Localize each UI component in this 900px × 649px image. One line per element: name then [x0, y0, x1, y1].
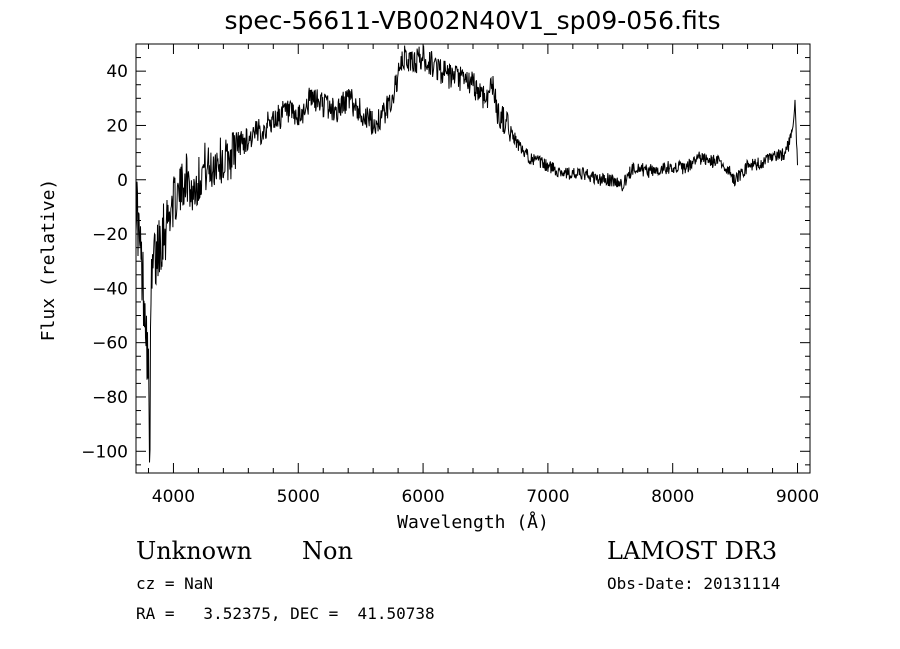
y-tick-label: 0 [117, 171, 128, 191]
survey-name: LAMOST DR3 [607, 537, 778, 565]
y-tick-label: −80 [92, 388, 128, 408]
x-tick-label: 4000 [152, 487, 195, 507]
x-tick-label: 6000 [401, 487, 444, 507]
y-axis-label: Flux (relative) [38, 179, 59, 342]
redshift-value: cz = NaN [136, 574, 214, 593]
flux-series-line [135, 45, 798, 463]
y-tick-label: −100 [81, 442, 128, 462]
x-axis-ticks [147, 44, 799, 473]
y-axis-tick-labels: −100 −80 −60 −40 −20 0 20 40 [81, 62, 128, 462]
object-subclass: Non [302, 537, 353, 565]
y-tick-label: −20 [92, 225, 128, 245]
sky-coordinates: RA = 3.52375, DEC = 41.50738 [136, 604, 435, 623]
y-tick-label: 20 [106, 116, 128, 136]
x-axis-tick-labels: 4000 5000 6000 7000 8000 9000 [152, 487, 819, 507]
chart-title: spec-56611-VB002N40V1_sp09-056.fits [224, 6, 721, 35]
observation-date: Obs-Date: 20131114 [607, 574, 781, 593]
y-tick-label: 40 [106, 62, 128, 82]
x-tick-label: 7000 [526, 487, 569, 507]
x-tick-label: 9000 [776, 487, 819, 507]
object-class: Unknown [136, 537, 253, 565]
plot-frame [135, 43, 811, 474]
y-tick-label: −60 [92, 334, 128, 354]
y-axis-ticks [136, 43, 810, 466]
y-tick-label: −40 [92, 279, 128, 299]
x-tick-label: 8000 [651, 487, 694, 507]
x-tick-label: 5000 [277, 487, 320, 507]
x-axis-label: Wavelength (Å) [397, 511, 549, 533]
